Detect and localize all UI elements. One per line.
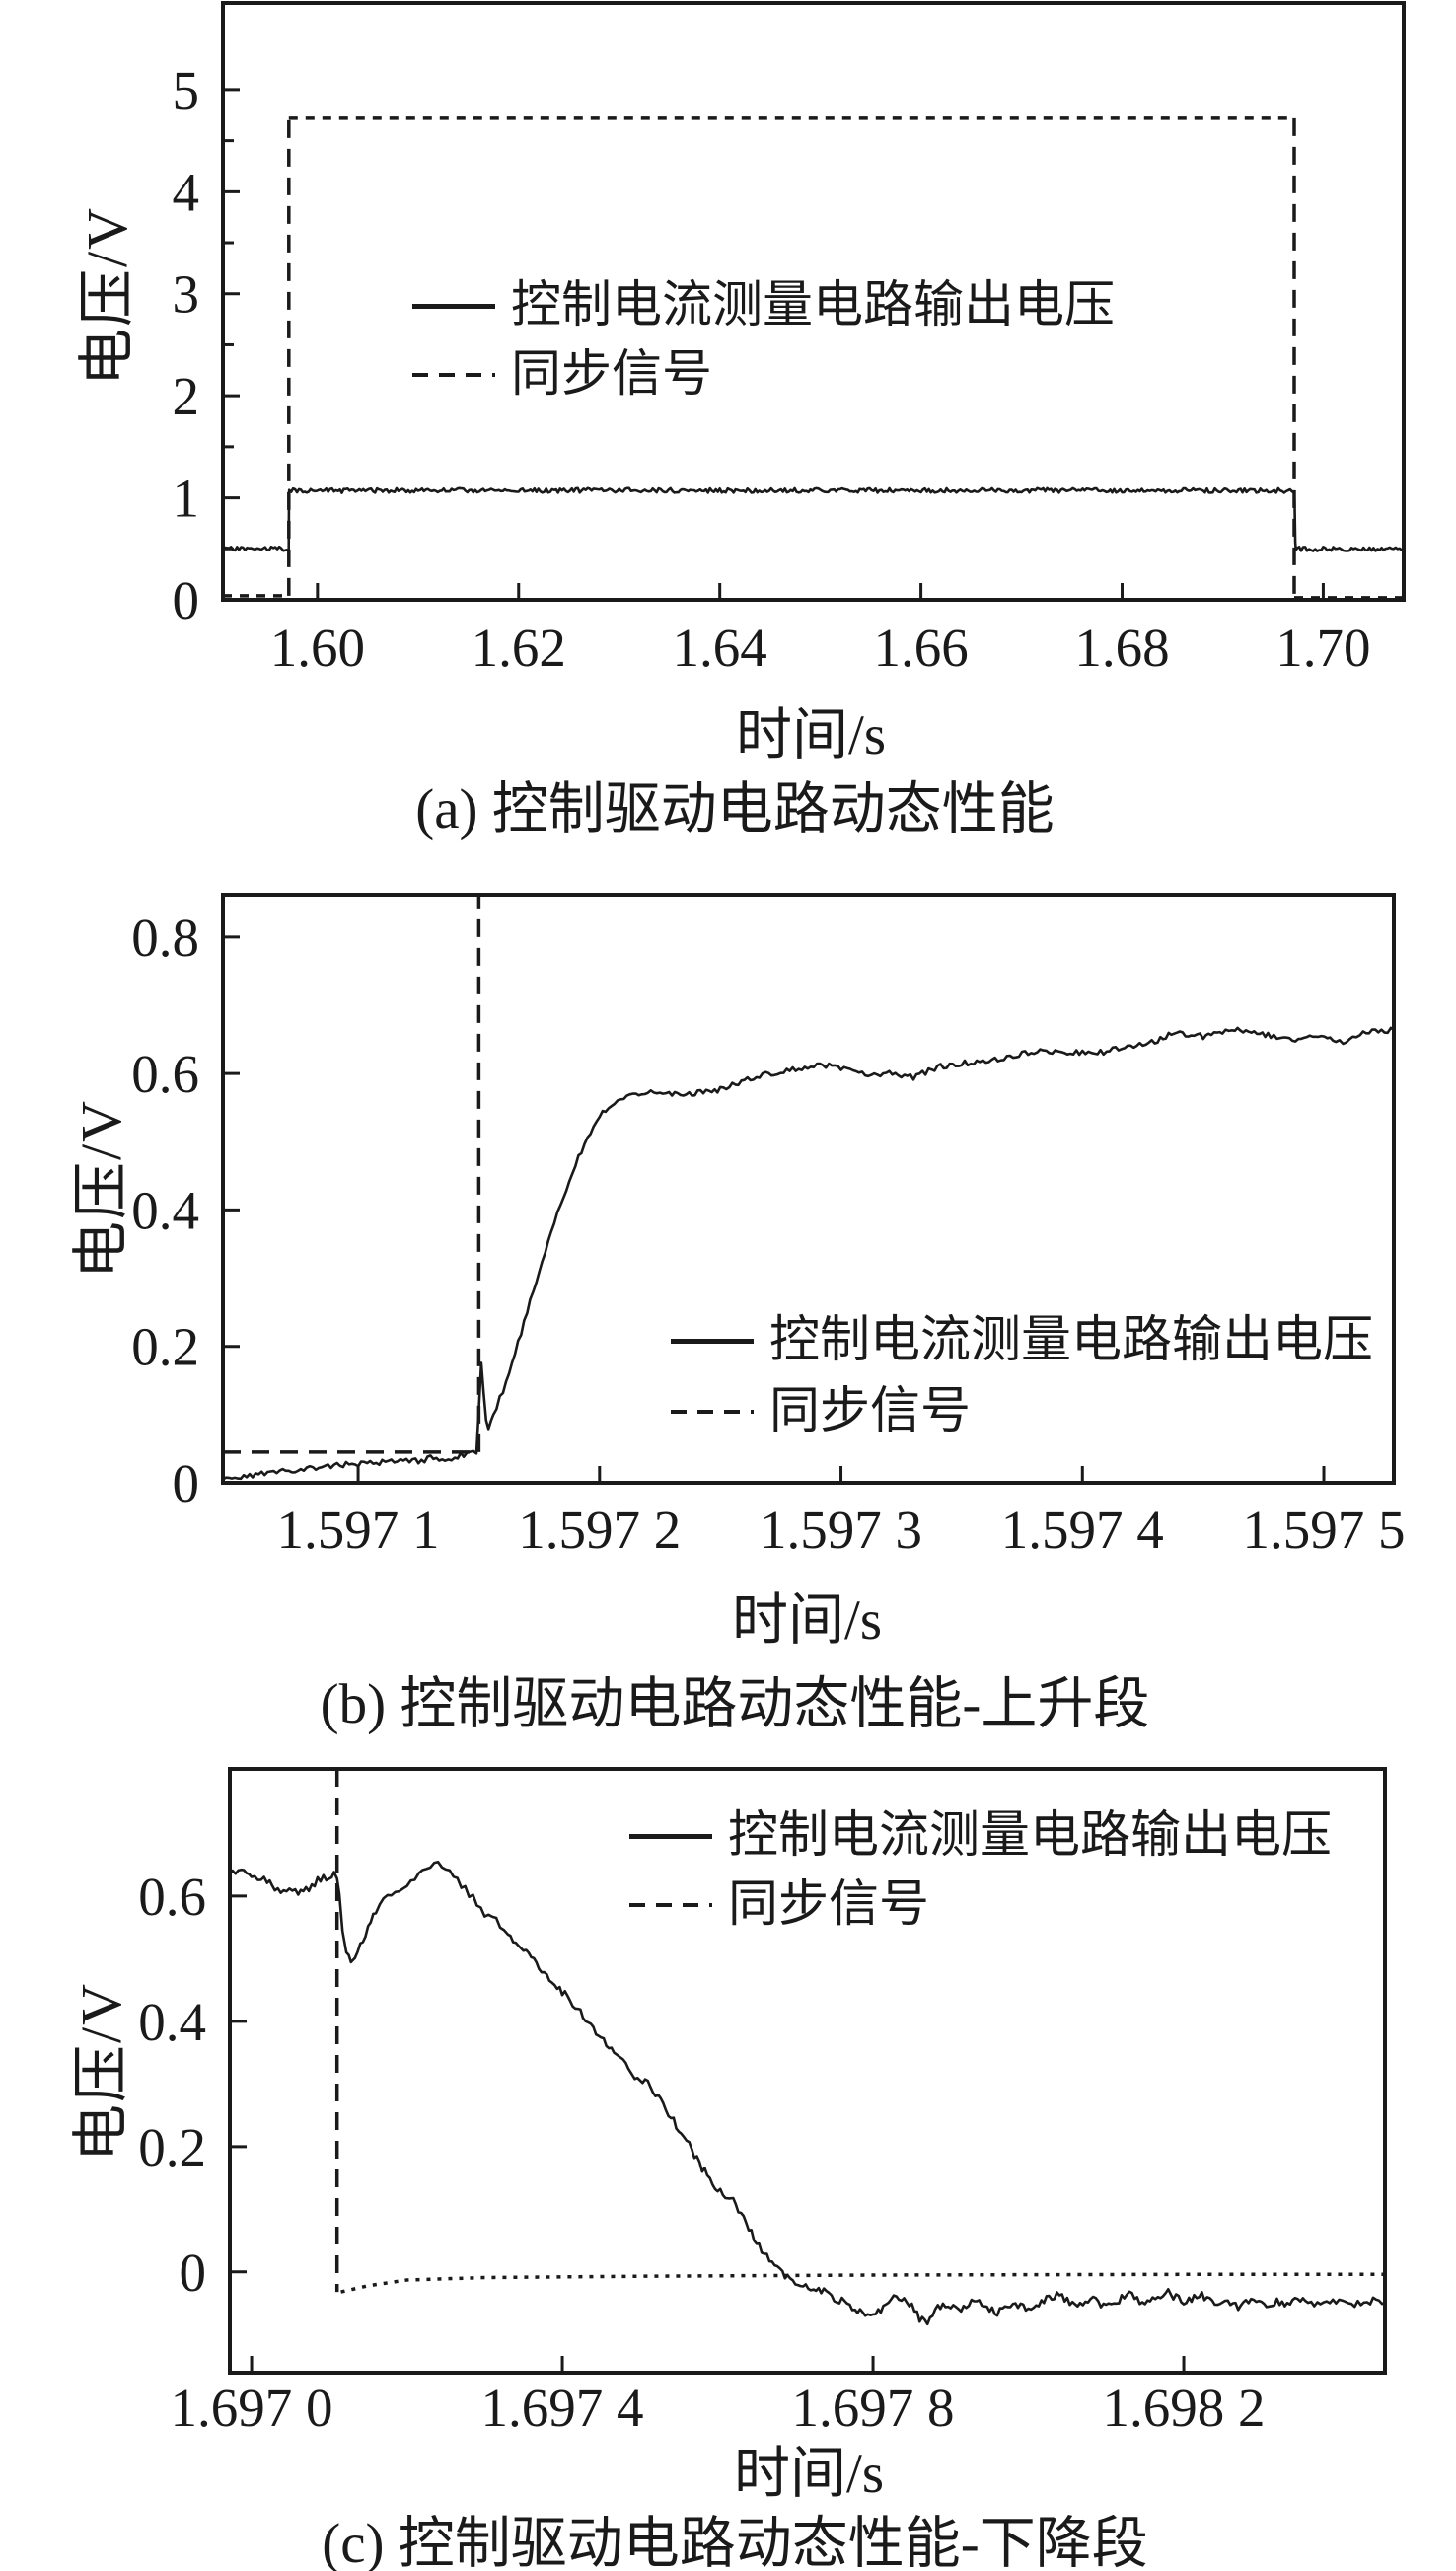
x-tick-label: 1.697 0: [171, 2378, 333, 2437]
y-tick-label: 0.6: [131, 1044, 199, 1104]
legend-label: 控制电流测量电路输出电压: [511, 278, 1116, 333]
legend-label: 同步信号: [511, 347, 713, 403]
plot-border: [221, 1, 1406, 602]
x-tick-label: 1.697 4: [481, 2378, 644, 2437]
x-tick-label: 1.597 3: [760, 1500, 922, 1559]
y-tick-label: 0: [173, 1453, 200, 1513]
series-output-voltage-line: [222, 486, 1405, 552]
chart-a-legend-item-sync-signal: 同步信号: [412, 347, 712, 403]
chart-b-plot: 1.597 1 1.597 2 1.597 3 1.597 4 1.597 5 0 0.2 0…: [131, 893, 1406, 1559]
x-tick-label: 1.597 5: [1243, 1500, 1406, 1559]
chart-a-legend-item-output-voltage: 控制电流测量电路输出电压: [412, 278, 1115, 333]
x-tick-label: 1.64: [673, 618, 767, 678]
y-tick-label: 0.2: [131, 1317, 199, 1377]
chart-c-y-axis-label: 电压/V: [69, 1981, 133, 2163]
solid-line-sample-icon: [629, 1833, 712, 1839]
x-tick-label: 1.68: [1074, 618, 1169, 678]
chart-a-y-axis-label: 电压/V: [75, 205, 139, 387]
legend-label: 同步信号: [728, 1877, 930, 1933]
chart-b-x-axis-label: 时间/s: [731, 1589, 883, 1652]
chart-b-y-axis-label: 电压/V: [69, 1098, 133, 1280]
legend-label: 控制电流测量电路输出电压: [769, 1313, 1374, 1368]
chart-b-caption: (b) 控制驱动电路动态性能-上升段: [320, 1673, 1150, 1735]
chart-b-legend-item-sync-signal: 同步信号: [671, 1384, 971, 1439]
solid-line-sample-icon: [412, 303, 495, 309]
chart-c-legend-item-output-voltage: 控制电流测量电路输出电压: [629, 1808, 1332, 1864]
x-tick-label: 1.698 2: [1103, 2378, 1266, 2437]
y-tick-label: 4: [173, 162, 200, 222]
y-tick-label: 0: [173, 570, 200, 630]
dashed-line-sample-icon: [671, 1410, 754, 1414]
x-tick-label: 1.66: [873, 618, 968, 678]
chart-c-plot: 1.697 0 1.697 4 1.697 8 1.698 2 0 0.2 0.4 0.6: [138, 1767, 1387, 2437]
y-tick-label: 0.8: [131, 908, 199, 968]
dashed-line-sample-icon: [412, 373, 495, 377]
y-tick-label: 0: [180, 2242, 207, 2303]
y-tick-label: 5: [173, 60, 200, 120]
x-tick-label: 1.597 2: [518, 1500, 681, 1559]
chart-a-caption: (a) 控制驱动电路动态性能: [415, 778, 1055, 841]
x-tick-label: 1.62: [472, 618, 566, 678]
y-tick-label: 0.4: [131, 1180, 199, 1240]
y-tick-label: 0.4: [138, 1992, 206, 2052]
chart-c-x-axis-label: 时间/s: [733, 2443, 885, 2505]
solid-line-sample-icon: [671, 1338, 754, 1344]
y-tick-label: 1: [173, 469, 200, 529]
dashed-line-sample-icon: [629, 1903, 712, 1907]
chart-c-legend-item-sync-signal: 同步信号: [629, 1877, 929, 1933]
y-tick-label: 0.2: [138, 2117, 206, 2177]
plot-border: [228, 1767, 1387, 2375]
y-tick-label: 3: [173, 264, 200, 325]
x-tick-label: 1.60: [270, 618, 365, 678]
chart-b-legend-item-output-voltage: 控制电流测量电路输出电压: [671, 1313, 1373, 1368]
series-output-voltage-line: [222, 1026, 1395, 1481]
chart-a-x-axis-label: 时间/s: [735, 704, 887, 767]
y-tick-label: 0.6: [138, 1867, 206, 1927]
chart-a-plot: 1.60 1.62 1.64 1.66 1.68 1.70 0 1 2 3 4 5: [173, 1, 1406, 678]
plot-border: [221, 893, 1396, 1485]
series-sync-signal-line: [340, 2272, 1385, 2294]
legend-label: 控制电流测量电路输出电压: [728, 1808, 1333, 1864]
series-output-voltage-line: [229, 1860, 1386, 2326]
x-tick-label: 1.697 8: [792, 2378, 955, 2437]
legend-label: 同步信号: [769, 1384, 972, 1439]
x-tick-label: 1.597 1: [277, 1500, 440, 1559]
x-tick-label: 1.597 4: [1001, 1500, 1164, 1559]
y-tick-label: 2: [173, 366, 200, 426]
chart-c-caption: (c) 控制驱动电路动态性能-下降段: [322, 2513, 1148, 2571]
x-tick-label: 1.70: [1275, 618, 1370, 678]
